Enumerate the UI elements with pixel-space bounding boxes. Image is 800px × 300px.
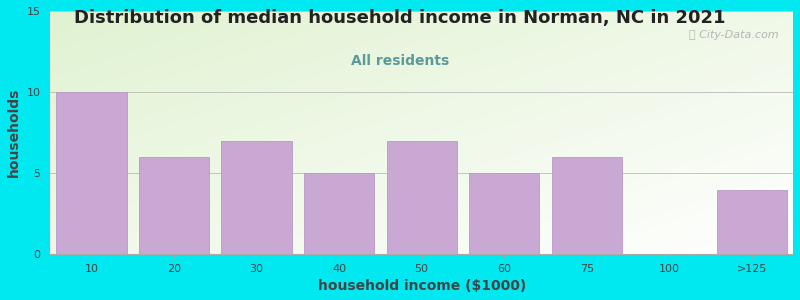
Bar <box>139 157 209 254</box>
X-axis label: household income ($1000): household income ($1000) <box>318 279 526 293</box>
Bar <box>469 173 539 254</box>
Text: All residents: All residents <box>351 54 449 68</box>
Bar <box>552 157 622 254</box>
Bar <box>222 141 292 254</box>
Bar <box>386 141 457 254</box>
Bar <box>717 190 787 254</box>
Bar <box>57 92 126 254</box>
Text: ⓘ City-Data.com: ⓘ City-Data.com <box>689 30 778 40</box>
Text: Distribution of median household income in Norman, NC in 2021: Distribution of median household income … <box>74 9 726 27</box>
Bar <box>304 173 374 254</box>
Y-axis label: households: households <box>7 88 21 177</box>
